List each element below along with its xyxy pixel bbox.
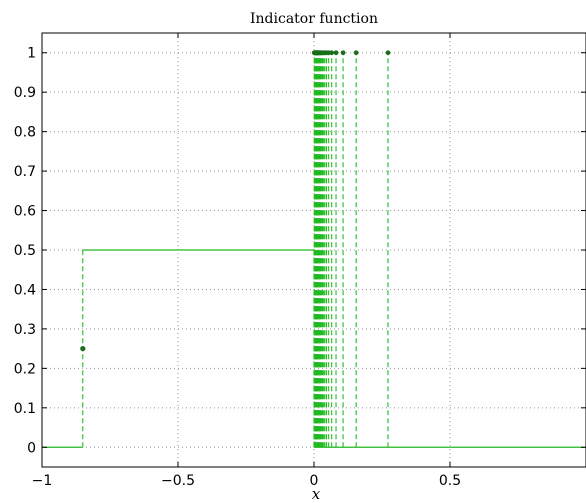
stem-marker (385, 50, 391, 56)
step-point (80, 346, 86, 352)
y-tick-label: 0.7 (14, 164, 36, 180)
ticks: −1 −0.5 0 0.5 0 0.1 0.2 0.3 0.4 0.5 0.6 0.7 0.8 0.9 1 (14, 33, 586, 489)
y-tick-label: 0.9 (14, 85, 36, 101)
chart-title: Indicator function (250, 11, 378, 27)
stem-marker (353, 50, 359, 56)
data-layer (42, 50, 586, 448)
x-tick-label: −1 (32, 473, 53, 489)
x-axis-label: x (312, 485, 321, 503)
stem-marker (340, 50, 346, 56)
y-tick-label: 0.1 (14, 401, 36, 417)
stem-marker (333, 50, 339, 56)
y-tick-label: 0.4 (14, 282, 36, 298)
x-tick-label: 0 (310, 473, 319, 489)
x-tick-label: 0.5 (439, 473, 461, 489)
y-tick-label: 0.3 (14, 322, 36, 338)
x-tick-label: −0.5 (161, 473, 195, 489)
stem-marker (311, 50, 317, 56)
y-tick-label: 0.6 (14, 204, 36, 220)
y-tick-label: 0.2 (14, 361, 36, 377)
y-tick-label: 0.8 (14, 125, 36, 141)
y-tick-label: 0.5 (14, 243, 36, 259)
y-tick-label: 1 (27, 46, 36, 62)
y-tick-label: 0 (27, 440, 36, 456)
